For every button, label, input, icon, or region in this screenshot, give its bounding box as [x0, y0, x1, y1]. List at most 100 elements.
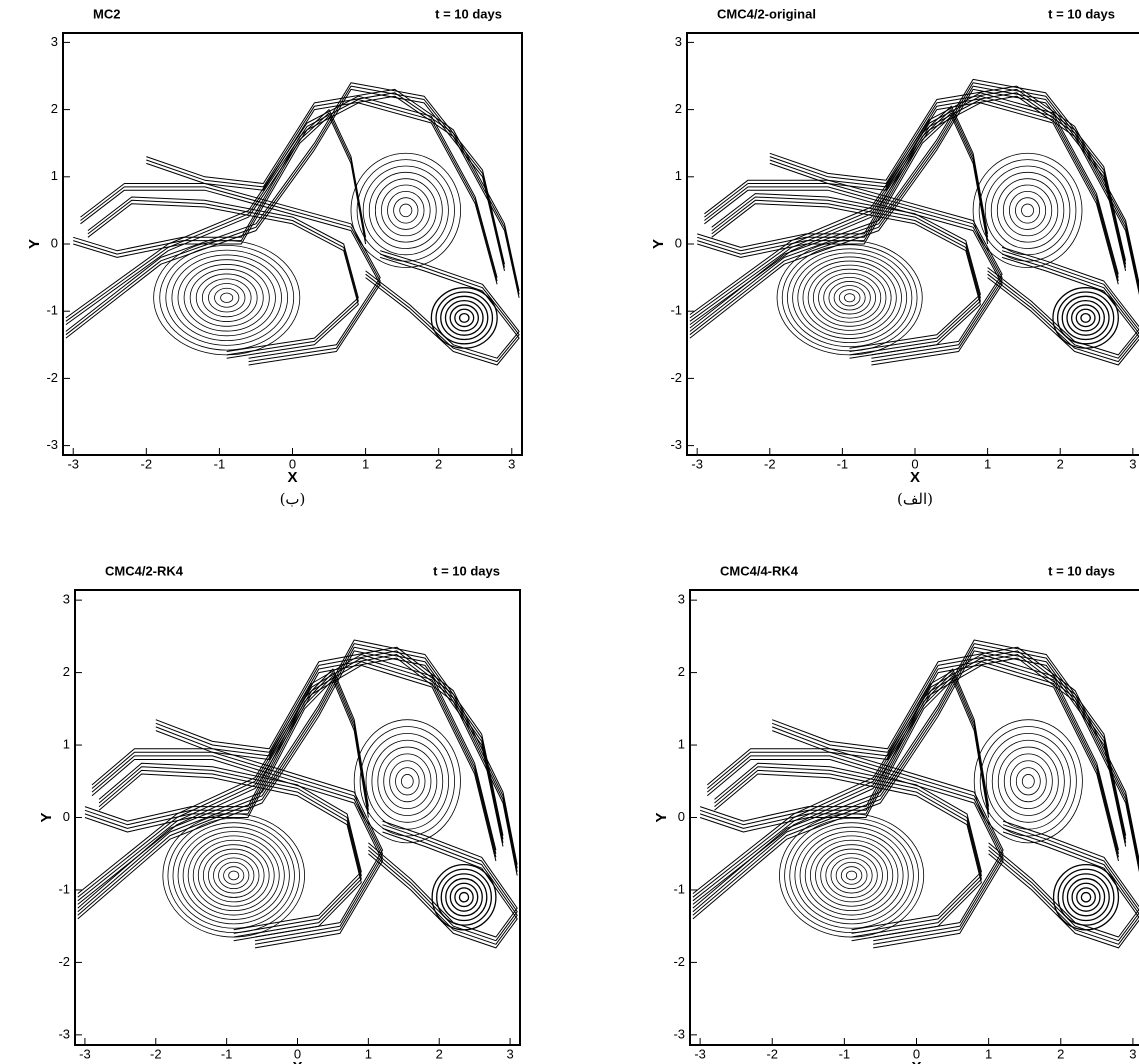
annotation: t = 10 days: [1048, 6, 1115, 21]
contour-line: [445, 301, 483, 336]
panel: -3-2-10123-3-2-10123CMC4/2-originalt = 1…: [650, 6, 1139, 508]
contour-line: [821, 849, 883, 902]
contour-line: [693, 665, 1119, 904]
contour-line: [839, 290, 860, 306]
contour-line: [704, 180, 1002, 355]
y-axis-label: Y: [38, 812, 55, 822]
y-tick-label: 1: [51, 168, 58, 183]
x-tick-label: -2: [150, 1046, 162, 1061]
y-tick-label: -1: [46, 303, 58, 318]
contour-line: [213, 858, 253, 893]
contour-line: [198, 845, 269, 907]
contour-line: [154, 241, 300, 355]
contour-line: [173, 823, 294, 929]
contour-line: [375, 179, 436, 242]
contour-line: [985, 166, 1070, 255]
x-tick-label: 3: [508, 456, 515, 471]
y-tick-label: 2: [63, 664, 70, 679]
contour-line: [208, 283, 245, 312]
y-tick-label: -2: [673, 954, 685, 969]
contour-line: [1077, 888, 1096, 907]
contour-line: [834, 286, 865, 310]
contour-line: [1067, 301, 1104, 336]
x-tick-label: -1: [221, 1046, 233, 1061]
contour-line: [1009, 191, 1045, 229]
x-tick-label: 1: [985, 1046, 992, 1061]
contour-line: [351, 153, 461, 267]
contour-line: [88, 200, 358, 355]
chart-title: CMC4/2-original: [717, 6, 816, 21]
y-axis-label: Y: [26, 239, 43, 249]
y-tick-label: 0: [675, 235, 682, 250]
y-tick-label: 3: [51, 34, 58, 49]
x-axis-label: X: [292, 1059, 302, 1064]
contour-line: [1063, 874, 1109, 921]
contour-line: [366, 733, 449, 829]
x-tick-label: -2: [141, 456, 153, 471]
contour-line: [378, 747, 437, 815]
contour-line: [707, 756, 1003, 944]
contour-line: [715, 763, 982, 930]
contour-line: [1004, 754, 1052, 809]
y-tick-label: -1: [670, 303, 682, 318]
contour-line: [782, 245, 917, 351]
contour-line: [146, 96, 519, 298]
contour-line: [819, 273, 881, 322]
contour-line: [394, 198, 418, 223]
contour-line: [1067, 879, 1104, 916]
contour-line: [400, 204, 412, 217]
y-tick-label: -2: [670, 370, 682, 385]
contour-line: [390, 761, 425, 802]
y-tick-label: -2: [58, 954, 70, 969]
contour-line: [193, 840, 274, 910]
contours: [690, 79, 1139, 365]
contour-line: [824, 277, 876, 318]
contour-line: [690, 103, 1118, 325]
contour-line: [196, 274, 257, 322]
contour-line: [785, 818, 919, 932]
contour-line: [184, 264, 269, 331]
contour-line: [712, 197, 981, 352]
contour-line: [816, 845, 888, 907]
contour-line: [992, 740, 1064, 822]
y-axis-label: Y: [650, 239, 667, 249]
contour-line: [178, 260, 275, 336]
contour-line: [813, 269, 886, 326]
contour-line: [401, 774, 413, 788]
x-tick-label: 2: [1057, 456, 1064, 471]
contour-line: [1081, 893, 1090, 902]
y-tick-label: 1: [678, 736, 685, 751]
contour-line: [190, 269, 263, 326]
contour-line: [224, 867, 244, 885]
contour-line: [704, 184, 1002, 359]
contour-line: [363, 166, 448, 255]
contour-line: [455, 309, 474, 326]
contour-line: [202, 279, 251, 317]
contour-line: [1076, 309, 1095, 326]
contour-line: [841, 867, 862, 885]
contour-line: [172, 255, 282, 341]
contour-line: [986, 733, 1070, 829]
x-axis-label: X: [910, 469, 920, 486]
y-tick-label: 1: [675, 168, 682, 183]
figure: -3-2-10123-3-2-10123MC2t = 10 daysXY(ب)-…: [0, 0, 1139, 1064]
x-tick-label: -3: [691, 456, 703, 471]
contour-line: [808, 265, 891, 330]
contour-line: [99, 763, 361, 930]
y-tick-label: 2: [678, 664, 685, 679]
contour-line: [1010, 761, 1046, 802]
contour-line: [92, 752, 383, 940]
contour-line: [793, 253, 907, 343]
y-tick-label: 3: [63, 592, 70, 607]
contour-line: [707, 749, 1003, 937]
contour-line: [1058, 869, 1114, 925]
contour-line: [1016, 768, 1040, 795]
y-tick-label: 0: [678, 809, 685, 824]
x-tick-label: -3: [694, 1046, 706, 1061]
contour-line: [803, 261, 896, 334]
contours: [78, 640, 517, 948]
contour-line: [1021, 204, 1033, 217]
y-tick-label: -2: [46, 370, 58, 385]
contour-line: [795, 827, 908, 924]
